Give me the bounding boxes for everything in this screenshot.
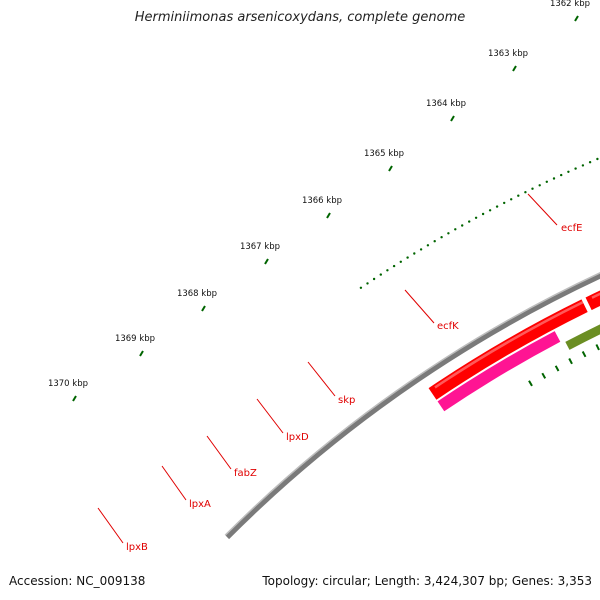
scale-major-tick: [139, 350, 144, 357]
map-title: Herminiimonas arsenicoxydans, complete g…: [134, 10, 466, 25]
rna-feature[interactable]: [437, 331, 561, 412]
scale-dot: [588, 161, 592, 164]
scale-tick-label: 1362 kbp: [550, 0, 590, 9]
scale-tick-label: 1369 kbp: [115, 334, 155, 344]
gene-label-leader: [161, 465, 187, 501]
inner-tick: [541, 372, 547, 379]
gene-feature[interactable]: [565, 271, 600, 350]
genome-backbone: [225, 273, 600, 540]
cds-feature[interactable]: [585, 278, 600, 311]
scale-dot: [481, 212, 485, 216]
scale-dot: [399, 260, 402, 263]
gene-label[interactable]: ecfE: [561, 223, 583, 234]
gene-label[interactable]: lpxD: [286, 432, 309, 443]
cds-feature-shine: [591, 292, 600, 299]
scale-dot: [447, 232, 450, 235]
scale-dot: [406, 256, 409, 259]
scale-dot: [419, 248, 423, 251]
scale-dot: [474, 216, 478, 219]
scale-dot: [517, 194, 520, 197]
inner-tick: [581, 351, 587, 358]
scale-tick-label: 1370 kbp: [48, 379, 88, 389]
scale-dot: [545, 180, 548, 183]
scale-dot: [567, 170, 570, 173]
gene-label[interactable]: lpxB: [126, 542, 148, 553]
scale-tick-label: 1365 kbp: [364, 149, 404, 159]
inner-tick: [595, 344, 600, 351]
gene-label[interactable]: skp: [338, 395, 355, 406]
scale-dot: [510, 198, 513, 201]
gene-label-leader: [206, 435, 232, 470]
scale-dot: [440, 236, 443, 239]
accession-text: Accession: NC_009138: [9, 574, 146, 588]
scale-dot: [495, 205, 499, 208]
scale-dot: [524, 191, 527, 194]
scale-dot: [392, 264, 396, 268]
inner-tick: [554, 365, 560, 372]
scale-dot: [433, 240, 436, 243]
gene-label-leader: [404, 289, 435, 324]
scale-dot: [386, 269, 389, 272]
scale-dot: [366, 282, 369, 285]
scale-dot: [413, 252, 416, 255]
scale-dot: [560, 173, 563, 177]
gene-label[interactable]: fabZ: [234, 468, 257, 479]
scale-tick-label: 1366 kbp: [302, 196, 342, 206]
gene-label-leader: [527, 193, 558, 226]
scale-dot: [461, 224, 464, 227]
scale-dot: [426, 244, 430, 247]
gene-label-leader: [256, 398, 284, 434]
scale-dot: [379, 273, 382, 276]
scale-major-tick: [574, 15, 579, 22]
scale-dot: [454, 228, 457, 231]
scale-major-tick: [450, 115, 455, 122]
scale-dot: [596, 157, 599, 161]
scale-dot: [372, 277, 376, 281]
scale-dot: [538, 184, 541, 187]
gene-label[interactable]: lpxA: [189, 499, 211, 510]
cds-feature[interactable]: [428, 299, 588, 400]
gene-label[interactable]: ecfK: [437, 321, 459, 332]
inner-tick: [528, 380, 533, 387]
scale-dot: [359, 286, 363, 289]
topology-text: Topology: circular; Length: 3,424,307 bp…: [262, 574, 592, 588]
scale-tick-label: 1363 kbp: [488, 49, 528, 59]
scale-major-tick: [264, 258, 269, 265]
genome-backbone-highlight: [224, 272, 600, 536]
cds-feature-shine: [434, 301, 584, 389]
scale-dot: [488, 209, 492, 212]
scale-major-tick: [201, 305, 206, 312]
gene-label-leader: [97, 507, 124, 544]
scale-major-tick: [388, 165, 393, 172]
scale-dot: [468, 220, 471, 223]
scale-dot: [531, 187, 534, 190]
scale-dot: [574, 167, 577, 170]
scale-tick-label: 1364 kbp: [426, 99, 466, 109]
scale-tick-label: 1367 kbp: [240, 242, 280, 252]
scale-dot: [581, 164, 585, 167]
scale-tick-label: 1368 kbp: [177, 289, 217, 299]
scale-dot: [503, 201, 506, 205]
scale-major-tick: [512, 65, 517, 72]
scale-major-tick: [326, 212, 331, 219]
scale-dot: [552, 177, 556, 180]
inner-tick: [568, 358, 573, 365]
gene-label-leader: [307, 361, 336, 397]
scale-major-tick: [72, 395, 77, 402]
